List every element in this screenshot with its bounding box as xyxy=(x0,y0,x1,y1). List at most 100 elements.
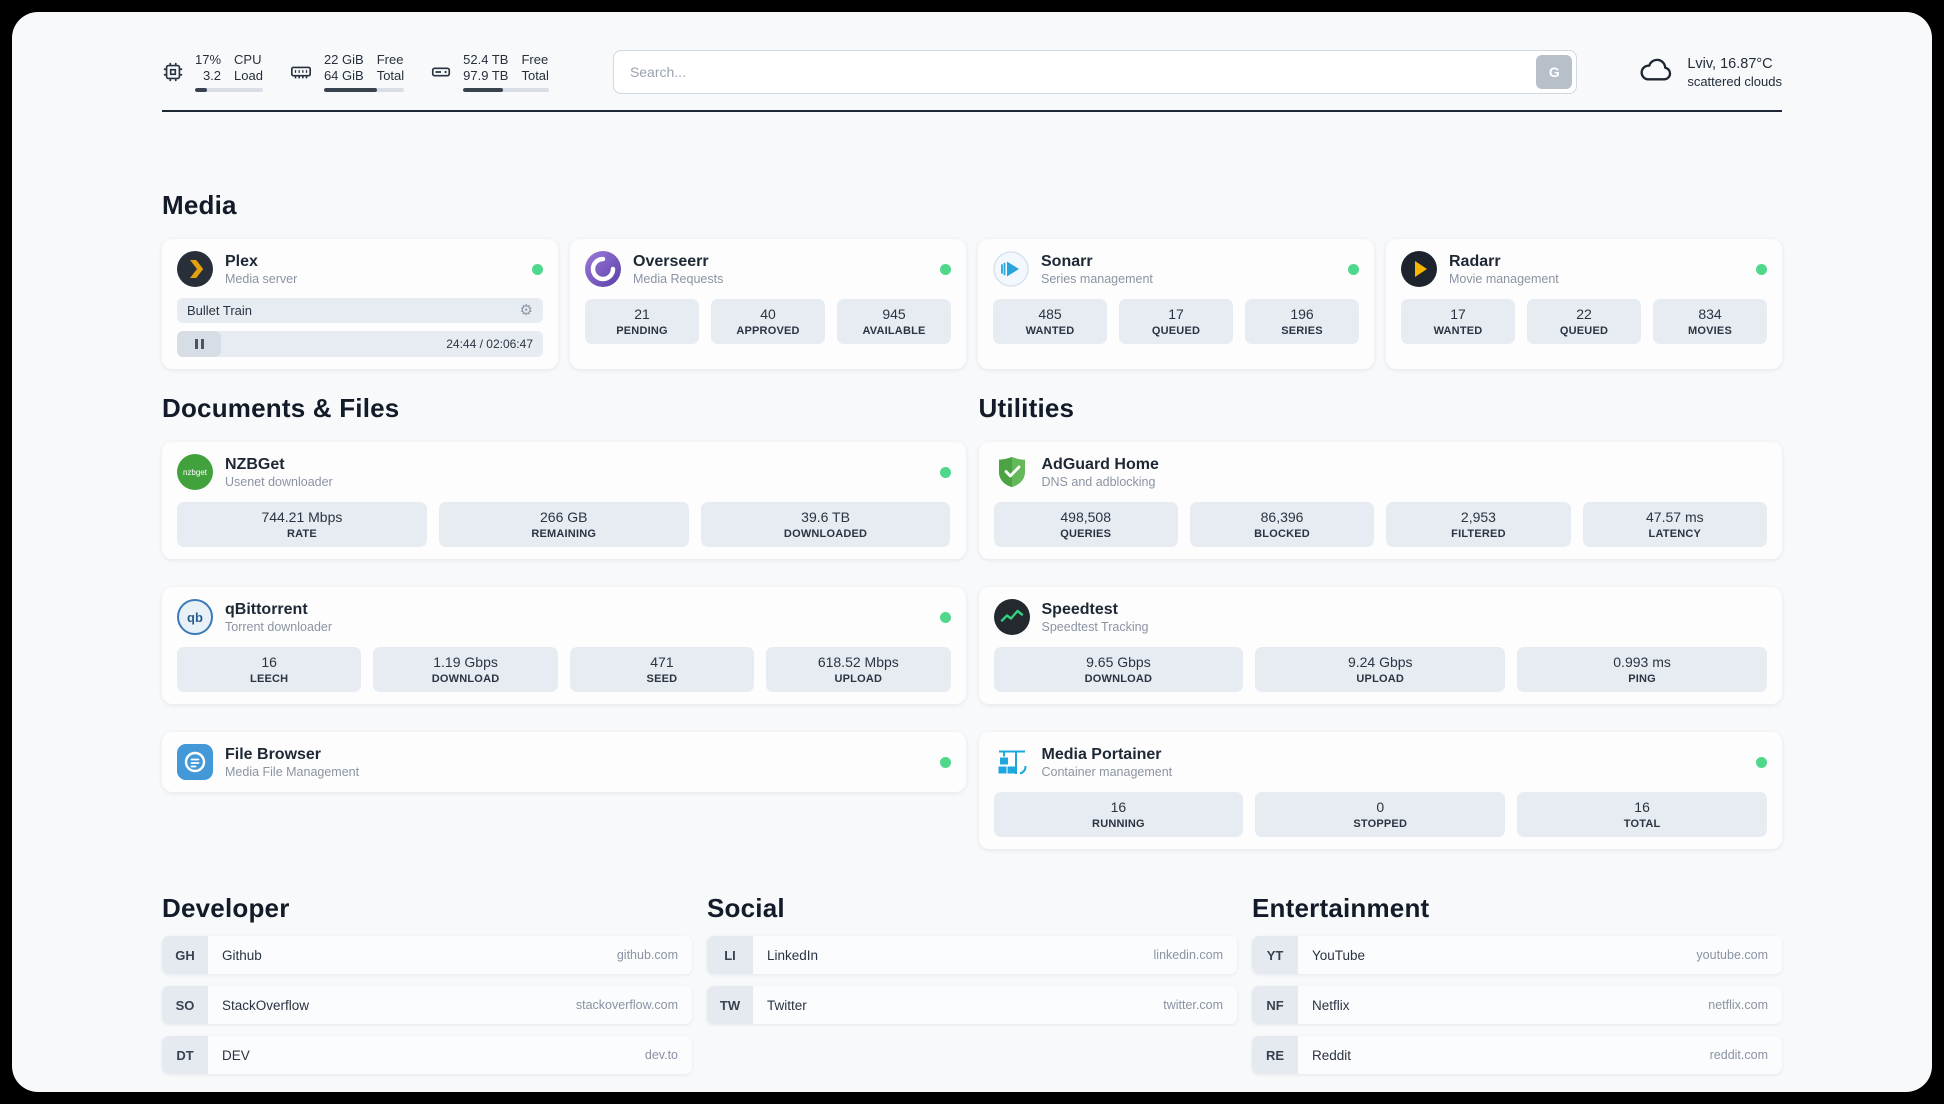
bookmarks-grid: Developer GH Github github.com SO StackO… xyxy=(162,893,1782,1074)
section-title-media: Media xyxy=(162,190,237,220)
utilities-section: Utilities AdGuard Home DNS and adblockin… xyxy=(978,393,1782,849)
cpu-progress-bar xyxy=(195,88,263,92)
bookmark-url: reddit.com xyxy=(1709,1048,1768,1062)
bookmark-github[interactable]: GH Github github.com xyxy=(162,936,692,974)
bookmark-netflix[interactable]: NF Netflix netflix.com xyxy=(1252,986,1782,1024)
dashboard-panel: 17% CPU 3.2 Load 22 GiB Free 64 G xyxy=(12,12,1932,1092)
app-name: AdGuard Home xyxy=(1041,455,1159,473)
bookmark-stackoverflow[interactable]: SO StackOverflow stackoverflow.com xyxy=(162,986,692,1024)
dev-abbr-icon: DT xyxy=(162,1036,208,1074)
sonarr-card[interactable]: Sonarr Series management 485 WANTED 17 Q… xyxy=(978,239,1374,369)
stat-series: 196 SERIES xyxy=(1245,299,1359,344)
bookmark-name: Twitter xyxy=(767,997,807,1013)
app-subtitle: Movie management xyxy=(1449,271,1559,286)
section-title-entertainment: Entertainment xyxy=(1252,893,1430,923)
overseerr-card[interactable]: Overseerr Media Requests 21 PENDING 40 A… xyxy=(570,239,966,369)
qbittorrent-meta: qBittorrent Torrent downloader xyxy=(225,601,332,634)
adguard-meta: AdGuard Home DNS and adblocking xyxy=(1042,456,1159,489)
stat-total: 16 TOTAL xyxy=(1517,792,1767,837)
search-engine-button[interactable]: G xyxy=(1536,55,1573,89)
now-playing-row: Bullet Train ⚙ xyxy=(177,298,543,323)
bookmark-url: twitter.com xyxy=(1163,998,1223,1012)
filebrowser-meta: File Browser Media File Management xyxy=(225,746,359,779)
bookmark-dev[interactable]: DT DEV dev.to xyxy=(162,1036,692,1074)
bookmark-url: youtube.com xyxy=(1696,948,1768,962)
status-dot xyxy=(939,756,951,768)
speedtest-card[interactable]: Speedtest Speedtest Tracking 9.65 Gbps D… xyxy=(978,587,1782,704)
stat-available: 945 AVAILABLE xyxy=(837,299,951,344)
weather-condition: scattered clouds xyxy=(1687,73,1782,89)
cpu-label: CPU xyxy=(234,52,262,67)
plex-card-head: Plex Media server xyxy=(177,251,543,287)
section-title-utilities: Utilities xyxy=(978,393,1075,423)
settings-gear-icon[interactable]: ⚙ xyxy=(519,302,533,319)
bookmark-name: YouTube xyxy=(1312,947,1366,963)
speedtest-card-head: Speedtest Speedtest Tracking xyxy=(993,599,1768,635)
nzbget-icon: nzbget xyxy=(177,454,213,490)
ram-total-label: Total xyxy=(376,68,405,83)
app-name: File Browser xyxy=(225,745,322,763)
stat-filtered: 2,953 FILTERED xyxy=(1386,502,1571,547)
ram-free-label: Free xyxy=(376,52,404,67)
portainer-icon xyxy=(994,744,1030,780)
cpu-load-label: Load xyxy=(234,68,263,83)
ram-progress-fill xyxy=(323,88,377,92)
nzbget-stats: 744.21 Mbps RATE 266 GB REMAINING 39.6 T… xyxy=(177,502,951,547)
bookmark-name: Reddit xyxy=(1312,1047,1352,1063)
status-dot xyxy=(939,466,951,478)
app-name: Radarr xyxy=(1449,252,1501,270)
stat-queued: 17 QUEUED xyxy=(1119,299,1233,344)
playback-bar[interactable]: 24:44 / 02:06:47 xyxy=(177,331,543,357)
disk-progress-bar xyxy=(463,88,549,92)
disk-free-value: 52.4 TB xyxy=(463,52,509,67)
portainer-card[interactable]: Media Portainer Container management 16 … xyxy=(978,732,1782,849)
svg-text:qb: qb xyxy=(187,610,203,625)
cloud-icon xyxy=(1637,56,1675,89)
documents-section: Documents & Files nzbget NZBGet Usenet d… xyxy=(162,393,966,792)
topbar: 17% CPU 3.2 Load 22 GiB Free 64 G xyxy=(162,50,1782,94)
cpu-load-value: 3.2 xyxy=(202,68,222,83)
bookmark-linkedin[interactable]: LI LinkedIn linkedin.com xyxy=(707,936,1237,974)
bookmark-twitter[interactable]: TW Twitter twitter.com xyxy=(707,986,1237,1024)
disk-icon xyxy=(430,61,452,83)
radarr-card[interactable]: Radarr Movie management 17 WANTED 22 QUE… xyxy=(1386,239,1782,369)
search-input[interactable] xyxy=(612,50,1578,94)
github-abbr-icon: GH xyxy=(162,936,208,974)
adguard-icon xyxy=(994,454,1030,490)
plex-card[interactable]: Plex Media server Bullet Train ⚙ 24:44 /… xyxy=(162,239,558,369)
bookmark-reddit[interactable]: RE Reddit reddit.com xyxy=(1252,1036,1782,1074)
stat-downloaded: 39.6 TB DOWNLOADED xyxy=(700,502,951,547)
qbittorrent-card[interactable]: qb qBittorrent Torrent downloader 16 LEE… xyxy=(162,587,966,704)
media-section: Media Plex Media server Bullet xyxy=(162,190,1782,369)
app-name: qBittorrent xyxy=(225,600,308,618)
social-section: Social LI LinkedIn linkedin.com TW Twitt… xyxy=(707,893,1237,1024)
pause-icon[interactable] xyxy=(177,331,221,357)
app-subtitle: Container management xyxy=(1041,764,1173,779)
plex-meta: Plex Media server xyxy=(225,253,297,286)
stat-pending: 21 PENDING xyxy=(585,299,699,344)
bookmark-url: linkedin.com xyxy=(1153,948,1223,962)
adguard-card[interactable]: AdGuard Home DNS and adblocking 498,508 … xyxy=(978,442,1782,559)
bookmark-youtube[interactable]: YT YouTube youtube.com xyxy=(1252,936,1782,974)
section-title-documents: Documents & Files xyxy=(162,393,400,423)
portainer-card-head: Media Portainer Container management xyxy=(994,744,1767,780)
bookmark-name: DEV xyxy=(222,1047,250,1063)
nzbget-card-head: nzbget NZBGet Usenet downloader xyxy=(177,454,951,490)
weather-widget: Lviv, 16.87°C scattered clouds xyxy=(1637,56,1782,89)
app-subtitle: Torrent downloader xyxy=(225,619,333,634)
bookmark-url: stackoverflow.com xyxy=(575,998,678,1012)
ram-widget: 22 GiB Free 64 GiB Total xyxy=(289,52,405,92)
bookmark-name: Netflix xyxy=(1312,997,1350,1013)
qbittorrent-stats: 16 LEECH 1.19 Gbps DOWNLOAD 471 SEED 6 xyxy=(177,647,951,692)
nzbget-card[interactable]: nzbget NZBGet Usenet downloader 744.21 M… xyxy=(162,442,966,559)
app-subtitle: Speedtest Tracking xyxy=(1041,619,1149,634)
stat-upload: 9.24 Gbps UPLOAD xyxy=(1255,647,1506,692)
stat-rate: 744.21 Mbps RATE xyxy=(177,502,427,547)
filebrowser-icon xyxy=(177,744,213,780)
filebrowser-card[interactable]: File Browser Media File Management xyxy=(162,732,966,792)
bookmark-name: Github xyxy=(222,947,262,963)
radarr-stats: 17 WANTED 22 QUEUED 834 MOVIES xyxy=(1401,299,1767,344)
bookmark-url: dev.to xyxy=(644,1048,678,1062)
stat-leech: 16 LEECH xyxy=(177,647,362,692)
entertainment-section: Entertainment YT YouTube youtube.com NF … xyxy=(1252,893,1782,1074)
